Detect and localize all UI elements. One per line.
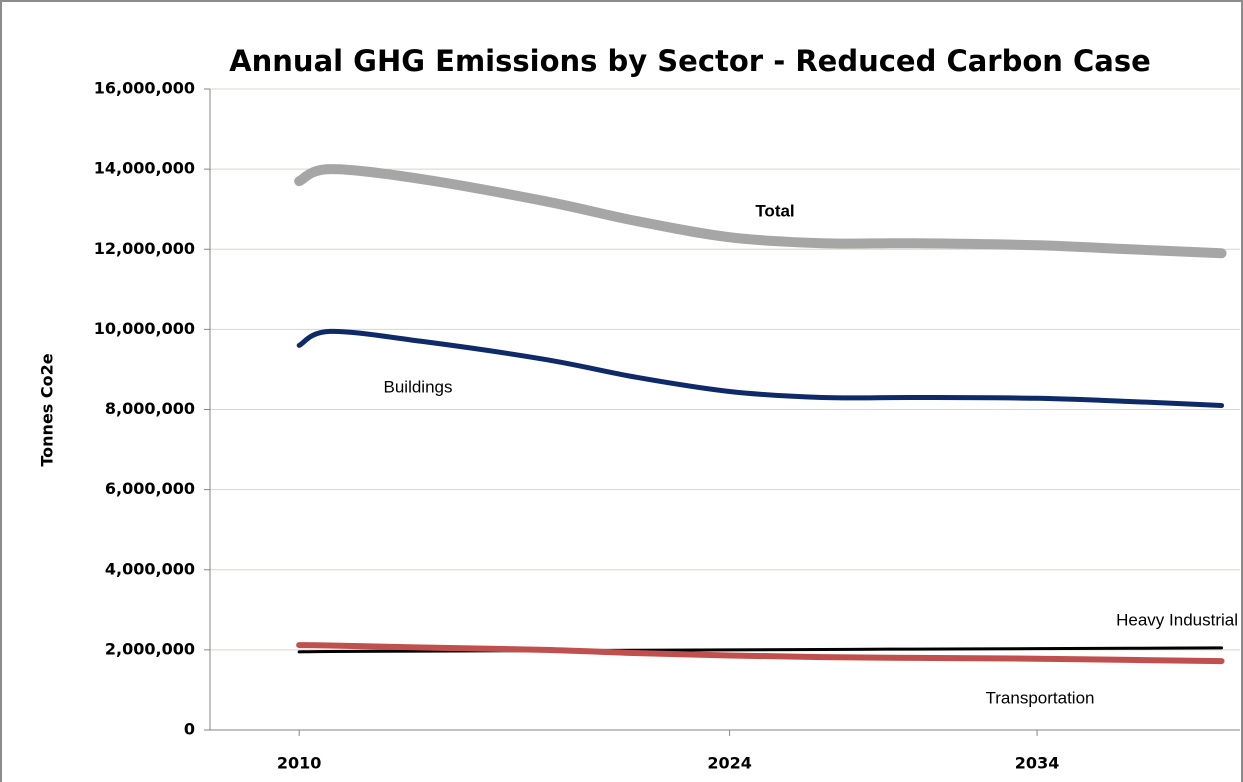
x-tick-label: 2010 (277, 754, 322, 773)
series-label: Total (755, 201, 794, 220)
series-line (294, 164, 1227, 259)
series-line (297, 646, 1224, 654)
series-label: Buildings (384, 377, 453, 396)
y-tick-label: 2,000,000 (105, 639, 195, 658)
x-tick-label: 2024 (707, 754, 752, 773)
y-tick-label: 4,000,000 (105, 559, 195, 578)
y-tick-label: 12,000,000 (94, 239, 195, 258)
y-tick-label: 14,000,000 (94, 159, 195, 178)
y-tick-label: 8,000,000 (105, 399, 195, 418)
y-tick-label: 16,000,000 (94, 79, 195, 98)
y-axis-label: Tonnes Co2e (38, 353, 57, 466)
series-line (296, 642, 1225, 665)
chart-title: Annual GHG Emissions by Sector - Reduced… (229, 44, 1151, 78)
y-tick-label: 10,000,000 (94, 319, 195, 338)
y-tick-label: 0 (184, 720, 195, 739)
series-line (296, 328, 1225, 408)
series-label: Heavy Industrial (1116, 610, 1238, 629)
series-label: Transportation (986, 688, 1095, 707)
y-tick-label: 6,000,000 (105, 479, 195, 498)
x-tick-label: 2034 (1015, 754, 1060, 773)
